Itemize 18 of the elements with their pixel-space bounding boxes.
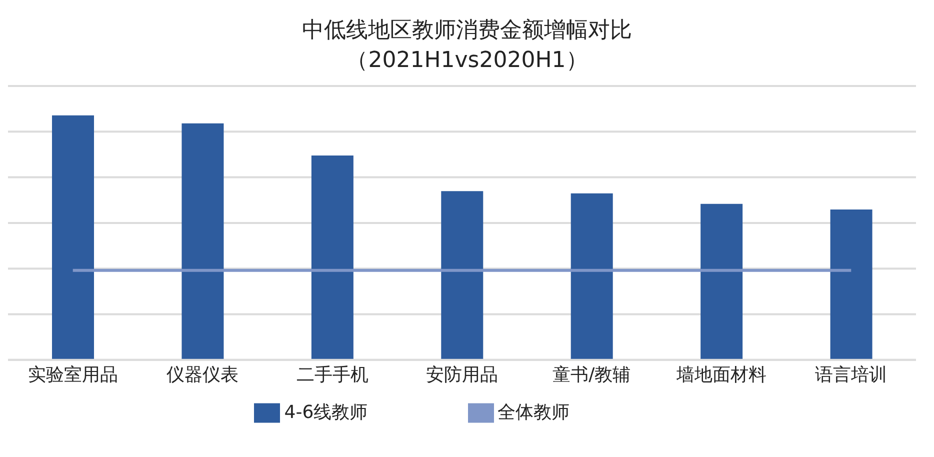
x-tick-label: 二手手机	[296, 364, 368, 386]
x-tick-label: 墙地面材料	[675, 364, 766, 386]
bar	[570, 193, 613, 360]
x-tick-label: 仪器仪表	[166, 364, 239, 386]
x-tick-label: 安防用品	[426, 364, 498, 386]
bar	[182, 123, 224, 360]
bar	[311, 155, 354, 360]
bar	[830, 210, 872, 360]
bar	[700, 204, 743, 360]
legend-label: 全体教师	[498, 402, 570, 423]
x-tick-label: 实验室用品	[28, 364, 118, 386]
x-tick-label: 语言培训	[815, 364, 888, 386]
bar	[52, 115, 94, 360]
legend-label: 4-6线教师	[284, 402, 368, 423]
bar	[441, 191, 484, 360]
chart-subtitle: （2021H1vs2020H1）	[345, 47, 589, 75]
x-tick-label: 童书/教辅	[552, 364, 631, 386]
chart-title: 中低线地区教师消费金额增幅对比	[301, 17, 633, 45]
